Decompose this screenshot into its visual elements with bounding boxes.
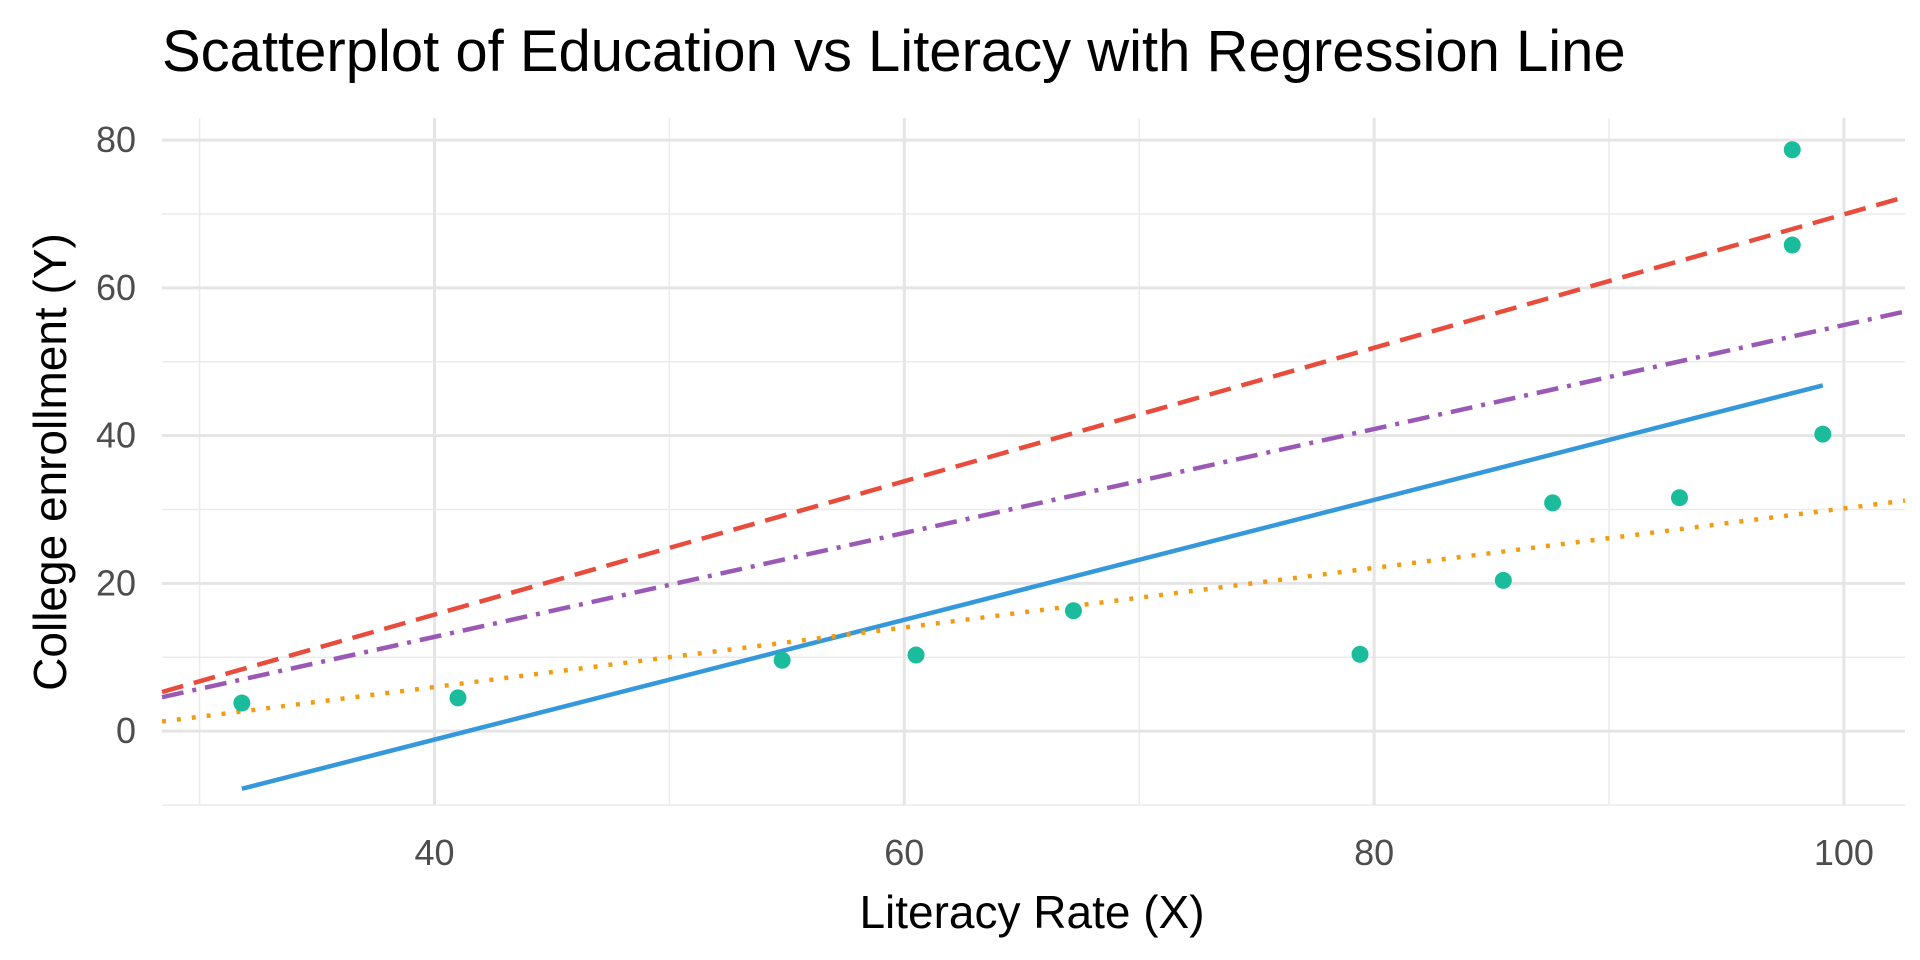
y-tick-label: 60 — [96, 267, 136, 308]
data-point — [1351, 645, 1369, 663]
data-point — [449, 689, 467, 707]
y-tick-label: 20 — [96, 562, 136, 603]
regression-line-dashdot — [161, 309, 1906, 700]
data-point — [1670, 489, 1688, 507]
regression-line-dashed — [161, 194, 1906, 695]
x-tick-label: 100 — [1814, 832, 1874, 873]
grid-layer — [162, 118, 1905, 806]
y-tick-label: 80 — [96, 119, 136, 160]
x-tick-label: 40 — [414, 832, 454, 873]
data-point — [907, 646, 925, 664]
data-point — [1783, 141, 1801, 159]
tick-labels: 40 60 80 100 0 20 40 60 80 — [96, 119, 1874, 873]
regression-line-dotted — [161, 498, 1906, 724]
x-tick-label: 80 — [1354, 832, 1394, 873]
x-tick-label: 60 — [884, 832, 924, 873]
data-point — [1494, 571, 1512, 589]
data-point — [1783, 236, 1801, 254]
regression-line-solid — [241, 383, 1824, 791]
data-points — [233, 141, 1832, 712]
y-axis-label: College enrollment (Y) — [24, 233, 76, 691]
data-point — [1064, 602, 1082, 620]
data-point — [773, 651, 791, 669]
data-point — [233, 694, 251, 712]
x-axis-label: Literacy Rate (X) — [859, 886, 1204, 938]
chart-title: Scatterplot of Education vs Literacy wit… — [162, 19, 1626, 84]
y-tick-label: 40 — [96, 415, 136, 456]
data-point — [1814, 425, 1832, 443]
y-tick-label: 0 — [116, 710, 136, 751]
data-point — [1544, 494, 1562, 512]
regression-lines — [161, 194, 1906, 791]
